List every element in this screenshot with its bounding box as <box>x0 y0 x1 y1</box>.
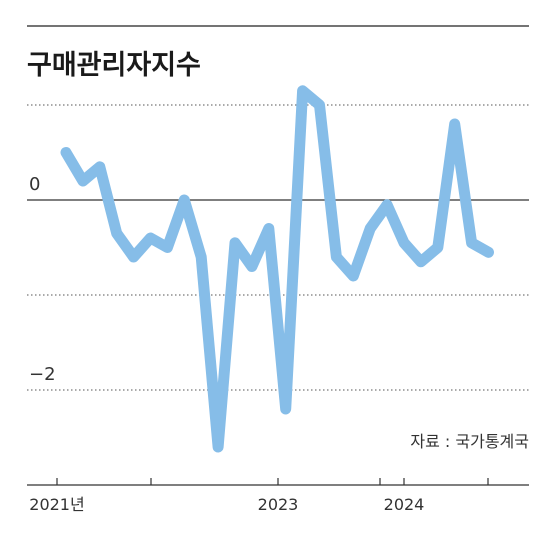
x-tick-label-4: 2024 <box>384 495 425 514</box>
series-line <box>60 85 494 453</box>
x-tick-label-0: 2021년 <box>29 495 84 514</box>
y-tick-labels: 0 −2 <box>29 174 56 385</box>
y-tick-label-3: −2 <box>29 364 56 385</box>
x-tick-label-2: 2023 <box>258 495 299 514</box>
source-note: 자료 : 국가통계국 <box>410 432 529 451</box>
chart-title: 구매관리자지수 <box>27 50 201 81</box>
y-tick-label-1: 0 <box>29 174 40 195</box>
x-axis <box>27 478 529 486</box>
x-tick-labels: 2021년 2023 2024 <box>29 495 424 514</box>
